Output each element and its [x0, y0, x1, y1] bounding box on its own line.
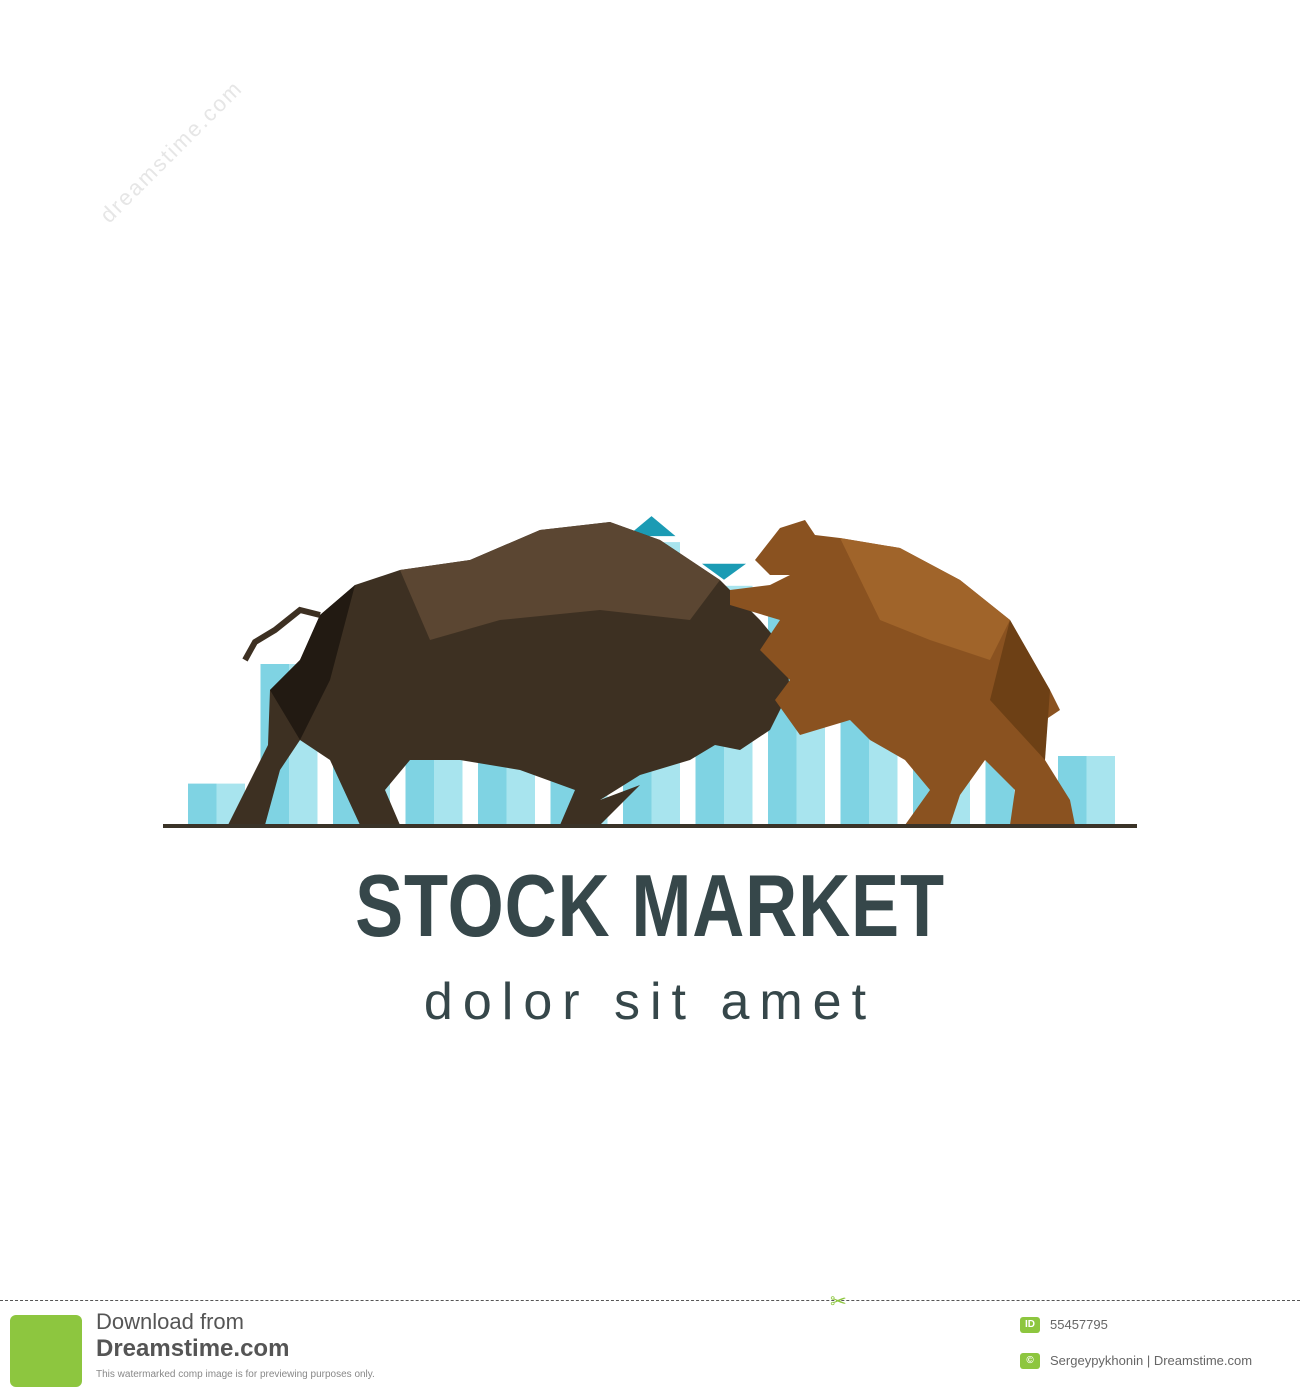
dreamstime-logo-icon [10, 1315, 82, 1387]
logo-tagline: dolor sit amet [0, 972, 1300, 1032]
author-credit[interactable]: Sergeypykhonin | Dreamstime.com [1050, 1353, 1252, 1368]
download-line2[interactable]: Dreamstime.com [96, 1335, 289, 1363]
id-badge: ID [1020, 1317, 1040, 1333]
logo-title: STOCK MARKET [117, 855, 1183, 957]
scissors-icon: ✂ [830, 1289, 847, 1314]
footer-divider [0, 1300, 1300, 1301]
preview-note: This watermarked comp image is for previ… [96, 1369, 375, 1380]
stock-market-logo-art [0, 0, 1300, 1290]
download-line1: Download from [96, 1309, 244, 1335]
author-icon: © [1020, 1353, 1040, 1369]
chart-bar [188, 784, 217, 825]
chart-bar-highlight [1087, 756, 1116, 825]
image-id: 55457795 [1050, 1317, 1108, 1332]
footer-bar: ✂ Download from Dreamstime.com This wate… [0, 1295, 1300, 1390]
